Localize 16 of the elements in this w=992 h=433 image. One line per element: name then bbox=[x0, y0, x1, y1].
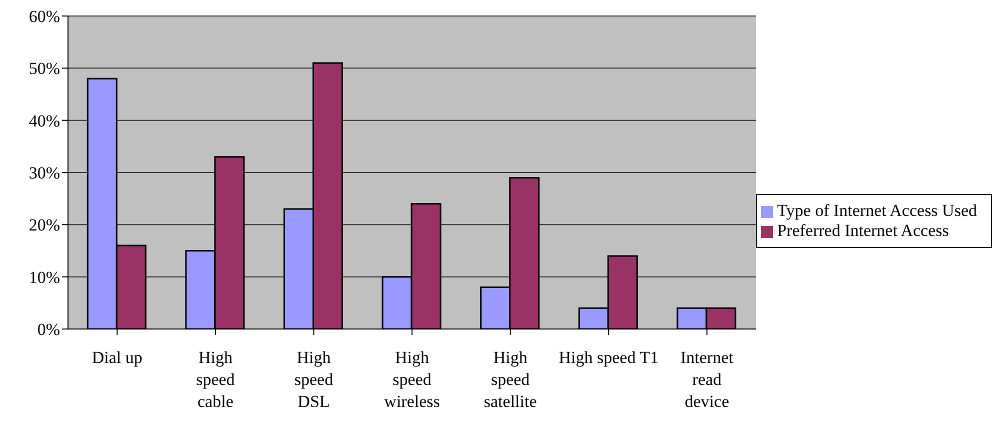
x-tick-label: High speed T1 bbox=[558, 348, 659, 367]
x-tick-label: High speed satellite bbox=[484, 348, 537, 411]
y-tick-label: 20% bbox=[28, 216, 60, 235]
legend-label: Preferred Internet Access bbox=[777, 220, 949, 240]
x-tick-label: High speed DSL bbox=[294, 348, 334, 411]
y-tick-label: 40% bbox=[28, 111, 60, 130]
x-tick-label: Internet read device bbox=[680, 348, 734, 411]
x-tick-label: High speed wireless bbox=[384, 348, 440, 411]
y-tick-label: 60% bbox=[28, 7, 60, 26]
y-tick-label: 0% bbox=[37, 320, 60, 340]
legend-label: Type of Internet Access Used bbox=[777, 200, 977, 220]
y-tick-label: 30% bbox=[28, 164, 60, 183]
y-tick-label: 10% bbox=[28, 268, 60, 287]
y-tick-label: 50% bbox=[28, 59, 60, 78]
x-tick-label: High speed cable bbox=[196, 348, 236, 411]
x-tick-label: Dial up bbox=[92, 348, 142, 367]
